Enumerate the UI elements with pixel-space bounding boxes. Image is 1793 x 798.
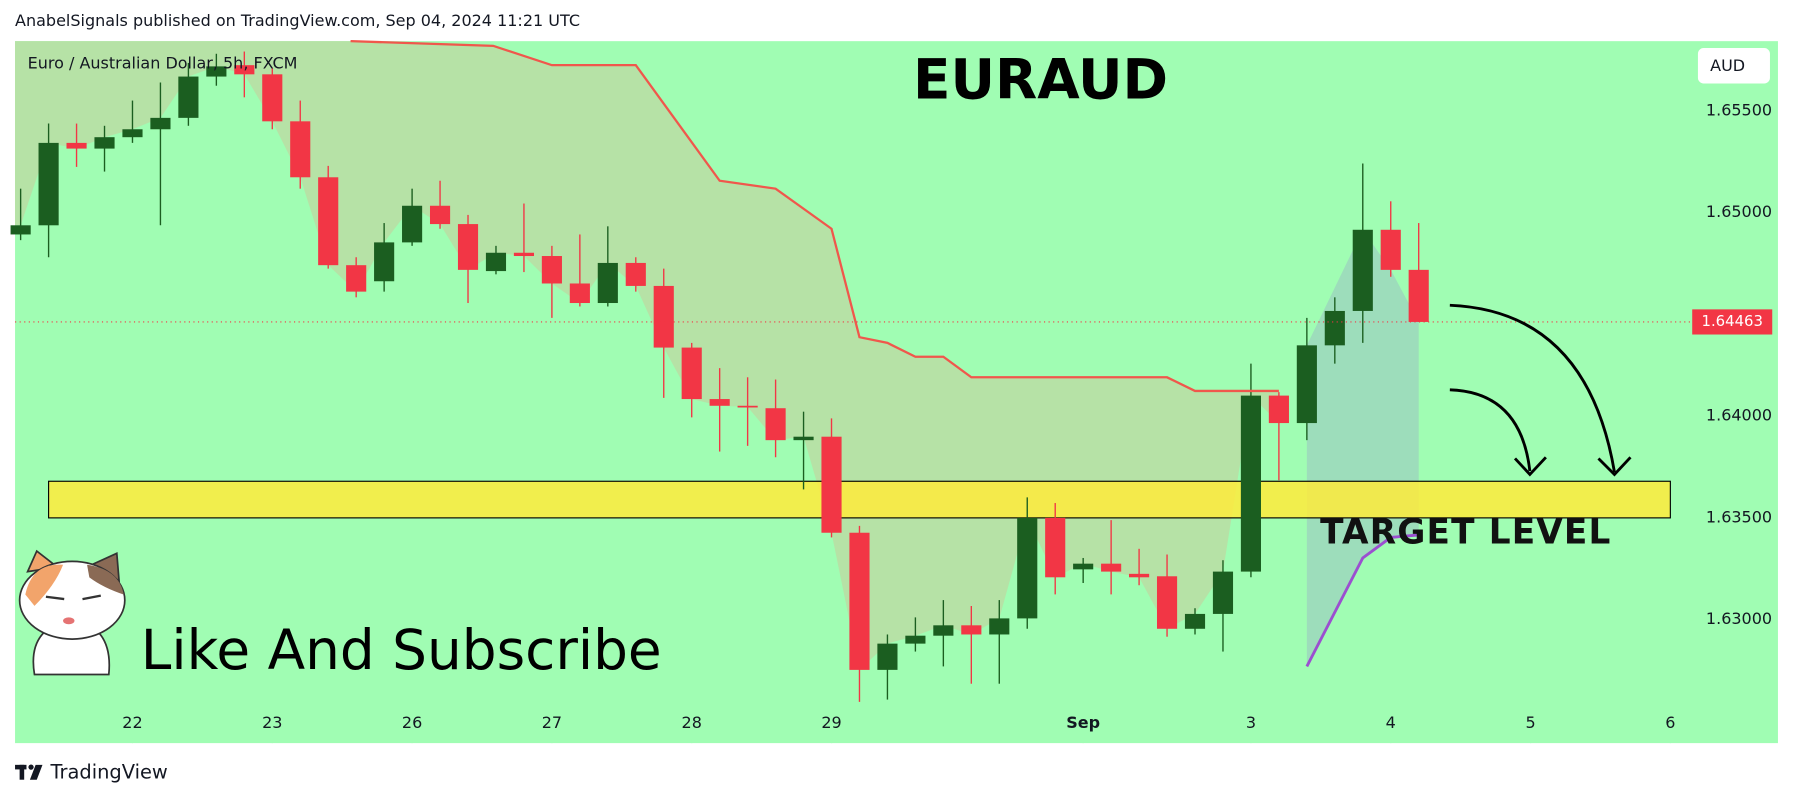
x-tick-label: 3 — [1246, 713, 1256, 732]
candle-body — [178, 76, 199, 118]
candle-body — [457, 224, 479, 270]
logo-part — [19, 764, 25, 780]
candle-body — [150, 117, 171, 130]
logo-part — [29, 764, 43, 780]
candle-body — [597, 262, 618, 304]
arrow-head — [1597, 456, 1632, 477]
y-tick-label: 1.65000 — [1706, 202, 1772, 221]
projection-line — [1305, 533, 1419, 668]
currency-label: AUD — [1710, 56, 1745, 75]
x-tick-label: 5 — [1525, 713, 1535, 732]
promo-text: Like And Subscribe — [141, 618, 662, 682]
candle-body — [1045, 517, 1066, 578]
candle-body — [1324, 310, 1345, 346]
candle-body — [849, 532, 870, 670]
x-tick-label: 6 — [1665, 713, 1675, 732]
candle-body — [346, 265, 367, 292]
arrows — [1449, 303, 1632, 477]
candle-body — [1017, 517, 1038, 619]
y-tick-label: 1.63000 — [1706, 609, 1772, 628]
candle-body — [961, 625, 982, 635]
candle-body — [429, 205, 451, 225]
cat-mouth — [63, 617, 75, 625]
candle-body — [1101, 563, 1122, 572]
candle-body — [206, 66, 227, 77]
y-tick-label: 1.63500 — [1706, 507, 1772, 526]
arrow — [1449, 388, 1532, 472]
target-label: TARGET LEVEL — [1320, 512, 1611, 552]
target-zone — [48, 480, 1671, 519]
y-tick-label: 1.65500 — [1706, 100, 1772, 119]
chart-title: EURAUD — [913, 48, 1168, 112]
candle-body — [709, 399, 730, 406]
cat-eyes — [45, 594, 101, 601]
candle-body — [234, 65, 255, 75]
candle-body — [318, 177, 339, 266]
candle-body — [1212, 571, 1234, 614]
candle-body — [1073, 563, 1094, 570]
candle-body — [402, 205, 423, 243]
candle-body — [541, 256, 562, 284]
x-tick-label: 26 — [402, 713, 422, 732]
arrow-head — [1513, 456, 1547, 477]
candle-body — [1268, 395, 1289, 424]
candle-body — [1296, 345, 1317, 424]
last-price-box — [1692, 309, 1773, 335]
candle-body — [1129, 573, 1150, 578]
currency-box — [1697, 48, 1770, 84]
x-tick-label: 23 — [262, 713, 282, 732]
candle-body — [262, 74, 283, 122]
cat-patch — [87, 564, 124, 595]
candle-body — [653, 285, 674, 348]
candle-body — [1380, 229, 1401, 270]
x-tick-label: 22 — [122, 713, 142, 732]
cat-icon — [18, 549, 126, 676]
candle-body — [905, 635, 926, 644]
candle-body — [1156, 576, 1178, 629]
candle-body — [989, 618, 1010, 635]
candle-body — [1240, 395, 1261, 572]
candle-body — [485, 252, 507, 272]
candle-body — [513, 252, 535, 257]
candle-body — [1408, 269, 1429, 322]
candle-body — [933, 625, 954, 636]
x-tick-label: Sep — [1066, 713, 1100, 732]
x-tick-label: 29 — [821, 713, 841, 732]
cat-patch — [25, 564, 64, 606]
candle-body — [374, 242, 395, 282]
candle-body — [681, 347, 702, 400]
x-tick-label: 28 — [682, 713, 702, 732]
candle-body — [1352, 229, 1373, 311]
candle-body — [94, 137, 115, 149]
arrow — [1449, 303, 1616, 473]
candle-body — [821, 436, 842, 533]
candle-body — [10, 225, 31, 235]
brand-logo — [15, 764, 43, 780]
candle-body — [290, 121, 311, 178]
candle-body — [1184, 613, 1206, 629]
candle-body — [793, 436, 814, 441]
candle-body — [38, 142, 59, 226]
logo-part — [28, 764, 34, 770]
trend-line — [350, 40, 1279, 393]
candle-body — [877, 643, 898, 670]
candle-body — [66, 142, 87, 149]
x-tick-label: 27 — [542, 713, 562, 732]
candle-body — [765, 408, 786, 441]
last-price-label: 1.64463 — [1702, 312, 1763, 330]
candle-body — [569, 283, 590, 304]
symbol-label: Euro / Australian Dollar, 5h, FXCM — [28, 54, 298, 73]
candle-body — [122, 129, 143, 138]
candle-body — [625, 262, 646, 286]
y-tick-label: 1.64000 — [1706, 406, 1772, 425]
candle-body — [737, 405, 758, 408]
x-tick-label: 4 — [1386, 713, 1396, 732]
publish-info: AnabelSignals published on TradingView.c… — [15, 11, 580, 30]
brand-name: TradingView — [49, 760, 167, 783]
